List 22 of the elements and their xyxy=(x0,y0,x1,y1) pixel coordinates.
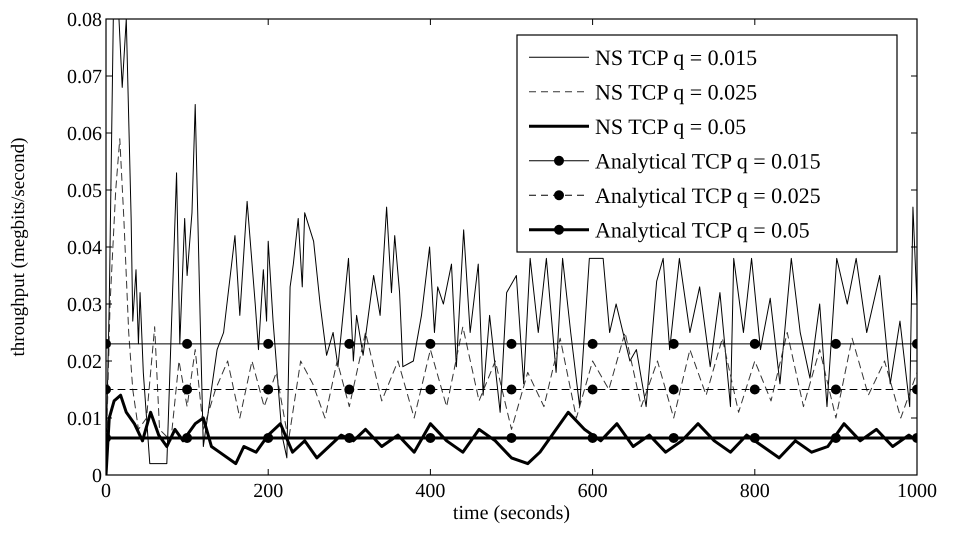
x-tick-label: 800 xyxy=(740,480,770,502)
y-tick-label: 0.02 xyxy=(67,351,102,373)
y-tick-label: 0 xyxy=(92,465,102,487)
y-tick-label: 0.03 xyxy=(67,294,102,316)
legend-label: NS TCP q = 0.015 xyxy=(595,44,758,70)
legend-label: Analytical TCP q = 0.025 xyxy=(595,182,821,208)
y-tick-label: 0.08 xyxy=(67,9,102,31)
y-tick-label: 0.06 xyxy=(67,123,102,145)
x-tick-label: 200 xyxy=(253,480,284,502)
legend-label: Analytical TCP q = 0.015 xyxy=(595,148,821,174)
y-tick-label: 0.04 xyxy=(67,237,102,259)
legend-label: Analytical TCP q = 0.05 xyxy=(595,217,810,242)
x-tick-label: 600 xyxy=(578,480,608,502)
y-tick-label: 0.05 xyxy=(67,180,102,202)
legend-label: NS TCP q = 0.025 xyxy=(595,79,758,104)
y-axis-title: throughput (megbits/second) xyxy=(8,138,29,356)
x-axis-title: time (seconds) xyxy=(452,502,570,524)
legend-label: NS TCP q = 0.05 xyxy=(595,114,746,139)
x-tick-label: 1000 xyxy=(897,480,937,502)
x-tick-label: 400 xyxy=(415,480,446,502)
y-tick-label: 0.01 xyxy=(67,408,102,430)
y-tick-label: 0.07 xyxy=(67,66,102,88)
